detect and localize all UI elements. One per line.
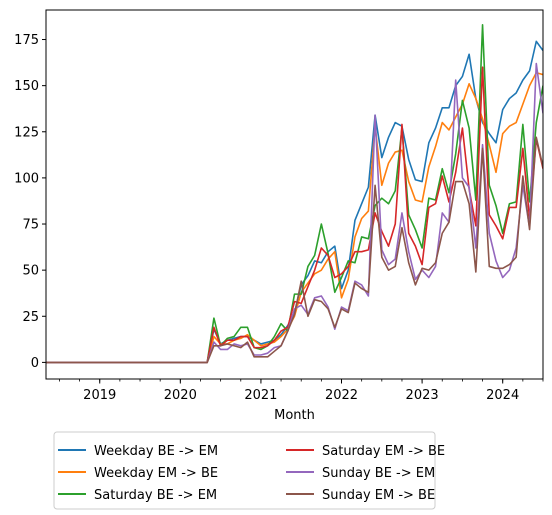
y-tick-label: 175: [14, 33, 39, 48]
x-tick-label: 2022: [325, 388, 358, 403]
series-line-6: [46, 136, 543, 364]
y-tick-label: 125: [14, 125, 39, 140]
legend-box: [53, 431, 436, 510]
legend-label: Weekday EM -> BE: [94, 466, 218, 481]
plot-frame: [45, 9, 544, 380]
series-line-2: [46, 71, 543, 364]
x-tick-label: 2024: [486, 388, 519, 403]
legend: Weekday BE -> EM Weekday EM -> BE Saturday…: [53, 431, 445, 510]
y-tick-label: 50: [22, 264, 39, 279]
series-line-4: [46, 66, 543, 364]
x-axis-label: Month: [274, 408, 315, 423]
legend-label: Saturday EM -> BE: [322, 444, 445, 459]
y-tick-label: 25: [22, 310, 39, 325]
x-tick-label: 2019: [83, 388, 116, 403]
series-layer: [46, 23, 543, 364]
legend-label: Weekday BE -> EM: [94, 444, 218, 459]
axis-ticks: 0 25 50 75 100 125 150 175 2019 2020 2021 2022 2023 2…: [14, 33, 544, 403]
y-tick-label: 75: [22, 218, 39, 233]
x-tick-label: 2020: [164, 388, 197, 403]
x-tick-label: 2023: [406, 388, 439, 403]
y-tick-label: 150: [14, 79, 39, 94]
legend-label: Saturday BE -> EM: [94, 488, 217, 503]
y-tick-label: 100: [14, 171, 39, 186]
x-tick-label: 2021: [244, 388, 277, 403]
legend-label: Sunday BE -> EM: [322, 466, 435, 481]
legend-label: Sunday EM -> BE: [322, 488, 435, 503]
y-tick-label: 0: [31, 356, 39, 371]
